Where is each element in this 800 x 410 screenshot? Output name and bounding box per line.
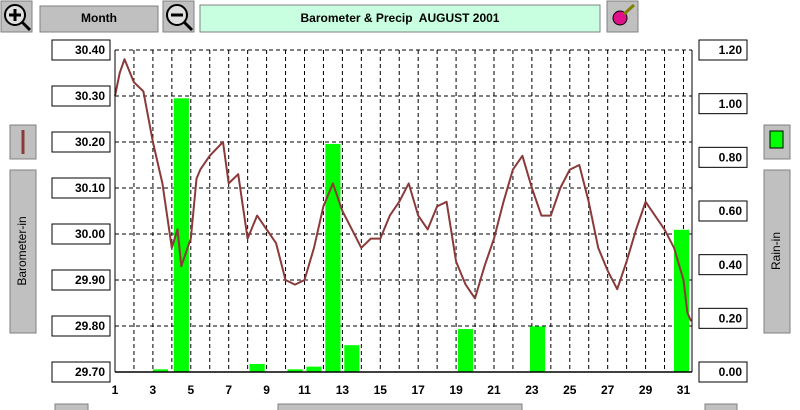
y-tick-box <box>51 315 111 337</box>
month-button-label[interactable]: Month <box>81 11 117 25</box>
y-tick-label: 29.90 <box>75 273 105 287</box>
y-tick-label: 30.00 <box>75 227 105 241</box>
y-axis-label: Barometer-in <box>15 216 29 285</box>
y2-tick-label: 0.20 <box>719 312 743 326</box>
scroll-thumb[interactable] <box>277 403 523 410</box>
y2-tick-box <box>698 146 748 168</box>
y2-axis-label: Rain-in <box>769 232 783 270</box>
y2-tick-box <box>698 39 748 61</box>
x-tick-label: 21 <box>487 383 501 397</box>
y2-tick-label: 1.20 <box>719 43 743 57</box>
zoom-out-button[interactable] <box>162 0 195 33</box>
y-tick-label: 30.20 <box>75 135 105 149</box>
y-tick-label: 29.80 <box>75 319 105 333</box>
barometer-line <box>114 58 693 322</box>
y2-tick-box <box>698 307 748 329</box>
plot: 30.4030.3030.2030.1030.0029.9029.8029.70… <box>51 39 748 397</box>
title-box <box>199 4 601 33</box>
y2-tick-box <box>698 361 748 383</box>
y2-tick-box <box>698 254 748 276</box>
y2-tick-label: 0.80 <box>719 151 743 165</box>
right-axis-button[interactable] <box>763 169 791 334</box>
y2-tick-box <box>698 93 748 115</box>
x-tick-label: 23 <box>525 383 539 397</box>
y-tick-box <box>51 131 111 153</box>
y2-tick-label: 1.00 <box>719 97 743 111</box>
y-tick-box <box>51 361 111 383</box>
x-tick-label: 7 <box>225 383 232 397</box>
month-button[interactable] <box>39 5 159 33</box>
y-tick-box <box>51 223 111 245</box>
x-tick-label: 27 <box>601 383 615 397</box>
y-tick-box <box>51 39 111 61</box>
chart-title: Barometer & Precip AUGUST 2001 <box>301 11 500 25</box>
y2-tick-box <box>698 200 748 222</box>
y-tick-box <box>51 177 111 199</box>
left-axis-button[interactable] <box>9 169 37 334</box>
rain-bar <box>249 363 265 372</box>
x-tick-label: 29 <box>639 383 653 397</box>
y-tick-label: 30.40 <box>75 43 105 57</box>
rain-bar <box>152 369 169 372</box>
x-tick-label: 15 <box>374 383 388 397</box>
bar-icon <box>769 130 784 149</box>
y-tick-label: 30.30 <box>75 89 105 103</box>
rain-bar <box>673 229 690 372</box>
rain-bar <box>529 326 546 372</box>
x-tick-label: 11 <box>298 383 311 397</box>
x-tick-label: 25 <box>563 383 577 397</box>
y-tick-box <box>51 85 111 107</box>
scroll-right[interactable] <box>704 403 738 410</box>
y2-tick-label: 0.00 <box>719 365 743 379</box>
rain-bar <box>457 329 474 372</box>
y2-tick-label: 0.60 <box>719 204 743 218</box>
y2-tick-label: 0.40 <box>719 258 743 272</box>
y-tick-box <box>51 269 111 291</box>
x-tick-label: 3 <box>150 383 157 397</box>
scroll-left[interactable] <box>54 403 89 410</box>
x-tick-label: 31 <box>677 383 691 397</box>
x-tick-label: 13 <box>336 383 350 397</box>
rain-bar <box>306 366 322 372</box>
x-tick-label: 5 <box>187 383 194 397</box>
y-tick-label: 29.70 <box>75 365 105 379</box>
plot-area <box>115 50 692 372</box>
color-button[interactable] <box>606 0 639 33</box>
x-tick-label: 9 <box>263 383 270 397</box>
y-tick-label: 30.10 <box>75 181 105 195</box>
rain-bar <box>344 345 360 372</box>
rain-bar <box>173 98 189 373</box>
rain-bar <box>325 143 341 372</box>
rain-bar <box>287 369 303 372</box>
x-tick-label: 17 <box>412 383 426 397</box>
x-tick-label: 1 <box>112 383 119 397</box>
zoom-in-button[interactable] <box>0 0 33 33</box>
x-tick-label: 19 <box>449 383 463 397</box>
